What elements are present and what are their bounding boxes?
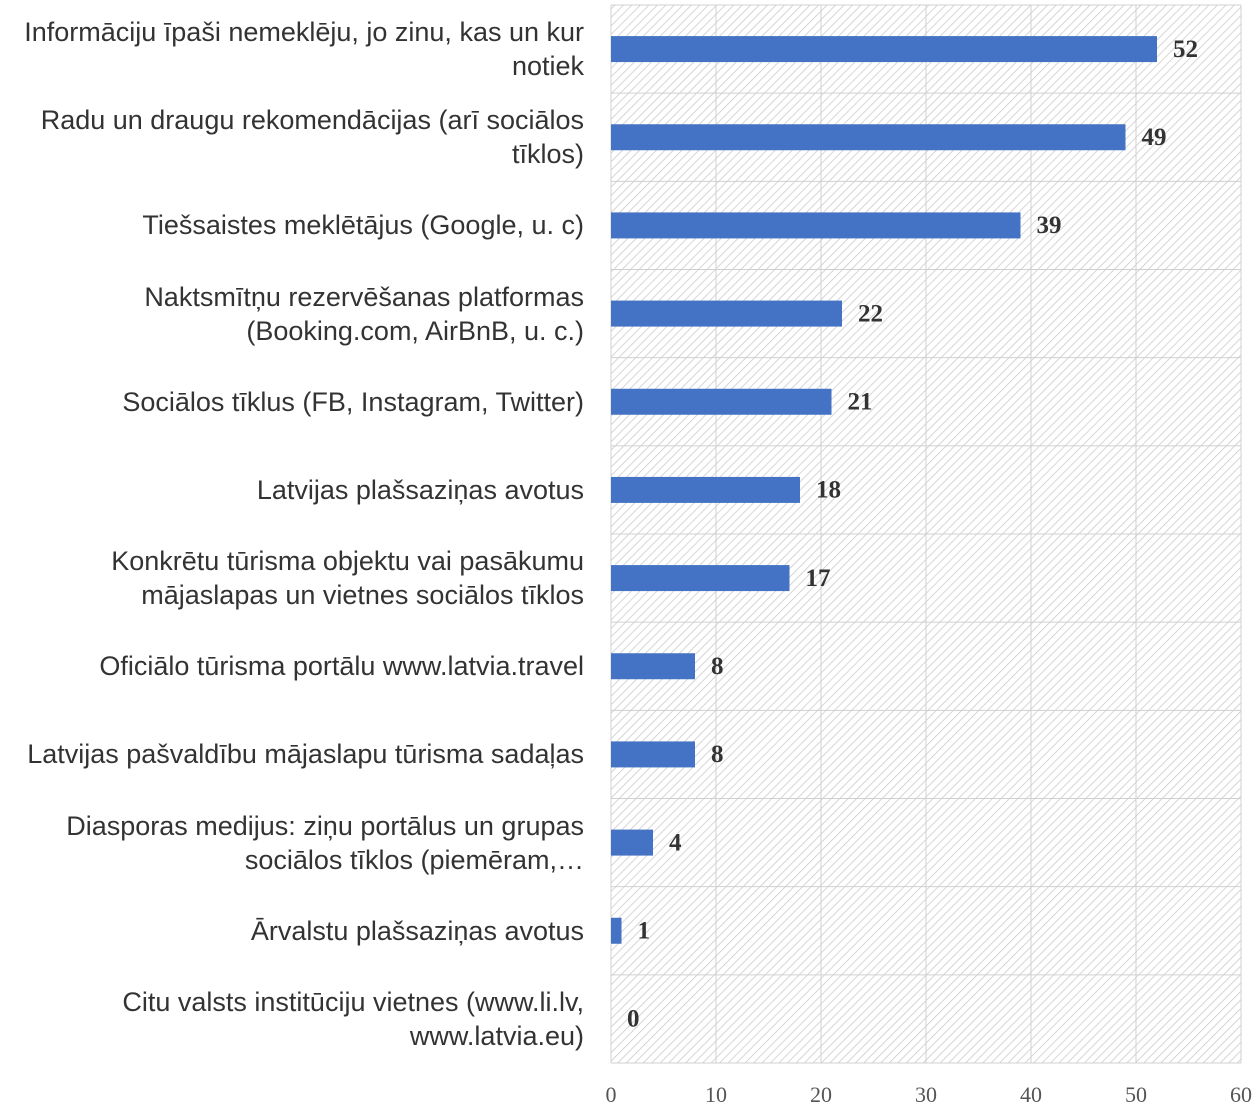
value-label: 4 <box>669 829 682 856</box>
category-label-box: Diasporas medijus: ziņu portālus un grup… <box>0 799 584 887</box>
bar <box>611 476 800 503</box>
value-label: 22 <box>858 300 883 327</box>
value-label: 49 <box>1142 124 1167 151</box>
y-tick-label: Latvijas plašsaziņas avotus <box>256 474 584 505</box>
category-label-box: Latvijas pašvaldību mājaslapu tūrisma sa… <box>0 710 584 798</box>
bar <box>611 212 1021 239</box>
value-label: 21 <box>848 388 873 415</box>
category-label-box: Citu valsts institūciju vietnes (www.li.… <box>0 975 584 1063</box>
bar <box>611 917 622 944</box>
value-label: 18 <box>816 477 841 504</box>
x-tick-label: 60 <box>1230 1082 1252 1106</box>
value-label: 8 <box>711 653 724 680</box>
value-label: 52 <box>1173 36 1198 63</box>
y-tick-label: Latvijas pašvaldību mājaslapu tūrisma sa… <box>27 739 584 770</box>
y-tick-label: Radu un draugu rekomendācijas (arī sociā… <box>40 105 584 170</box>
category-label-box: Oficiālo tūrisma portālu www.latvia.trav… <box>0 622 584 710</box>
category-label-box: Naktsmītņu rezervēšanas platformas (Book… <box>0 270 584 358</box>
y-tick-label: Oficiālo tūrisma portālu www.latvia.trav… <box>99 651 584 682</box>
y-tick-label: Naktsmītņu rezervēšanas platformas (Book… <box>144 281 584 346</box>
y-tick-label: Tiešsaistes meklētājus (Google, u. c) <box>142 210 584 241</box>
y-tick-label: Diasporas medijus: ziņu portālus un grup… <box>66 810 584 875</box>
bar <box>611 388 832 415</box>
x-tick-label: 20 <box>810 1082 832 1106</box>
category-label-box: Tiešsaistes meklētājus (Google, u. c) <box>0 181 584 269</box>
y-tick-label: Ārvalstu plašsaziņas avotus <box>250 915 584 946</box>
y-tick-label: Informāciju īpaši nemeklēju, jo zinu, ka… <box>24 17 584 82</box>
x-tick-label: 40 <box>1020 1082 1042 1106</box>
y-tick-label: Sociālos tīklus (FB, Instagram, Twitter) <box>122 386 584 417</box>
bar <box>611 36 1157 63</box>
bar <box>611 565 790 592</box>
x-tick-label: 50 <box>1125 1082 1147 1106</box>
x-tick-label: 0 <box>606 1082 617 1106</box>
category-label-box: Ārvalstu plašsaziņas avotus <box>0 887 584 975</box>
category-label-box: Sociālos tīklus (FB, Instagram, Twitter) <box>0 358 584 446</box>
value-label: 1 <box>638 917 651 944</box>
value-label: 39 <box>1037 212 1062 239</box>
category-label-box: Konkrētu tūrisma objektu vai pasākumu mā… <box>0 534 584 622</box>
category-label-box: Latvijas plašsaziņas avotus <box>0 446 584 534</box>
value-label: 17 <box>806 565 831 592</box>
bar <box>611 653 695 680</box>
x-tick-label: 30 <box>915 1082 937 1106</box>
bar <box>611 300 842 327</box>
value-label: 8 <box>711 741 724 768</box>
x-tick-label: 10 <box>705 1082 727 1106</box>
bar <box>611 124 1126 151</box>
y-tick-label: Citu valsts institūciju vietnes (www.li.… <box>122 986 584 1051</box>
y-tick-label: Konkrētu tūrisma objektu vai pasākumu mā… <box>111 546 584 611</box>
category-label-box: Informāciju īpaši nemeklēju, jo zinu, ka… <box>0 5 584 93</box>
bar <box>611 741 695 768</box>
category-label-box: Radu un draugu rekomendācijas (arī sociā… <box>0 93 584 181</box>
bar <box>611 829 653 856</box>
value-label: 0 <box>627 1006 640 1033</box>
